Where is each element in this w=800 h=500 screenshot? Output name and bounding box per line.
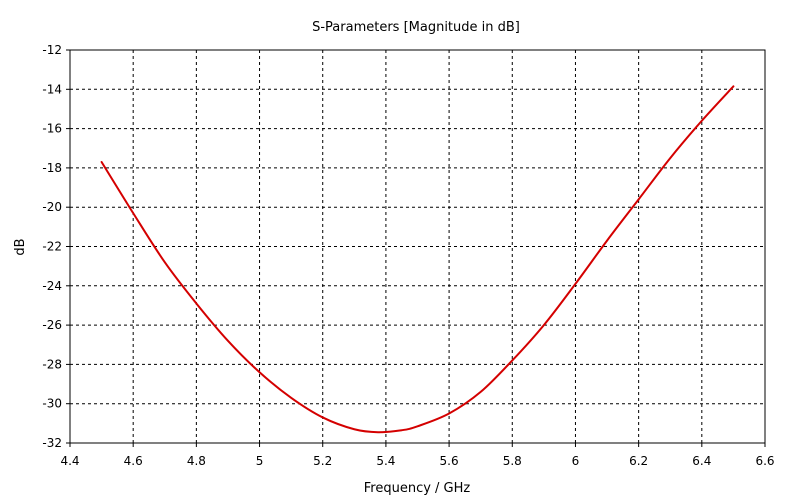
s11-series-line <box>100 85 735 434</box>
y-axis-label: dB <box>13 238 28 255</box>
y-tick-label: -32 <box>42 436 62 450</box>
x-tick-label: 6.6 <box>755 454 774 468</box>
y-tick-label: -14 <box>42 82 62 96</box>
y-tick-label: -22 <box>42 240 62 254</box>
x-tick-label: 5.2 <box>313 454 332 468</box>
axis-ticks: 4.4 4.6 4.8 5 5.2 5.4 5.6 5.8 6 6.2 6.4 6.6 -12 -14 -1… <box>42 43 774 468</box>
x-tick-label: 4.8 <box>187 454 206 468</box>
y-tick-label: -28 <box>42 357 62 371</box>
y-tick-label: -16 <box>42 122 62 136</box>
y-tick-label: -20 <box>42 200 62 214</box>
x-tick-label: 6.2 <box>629 454 648 468</box>
y-tick-label: -30 <box>42 397 62 411</box>
x-tick-label: 6.4 <box>692 454 711 468</box>
x-tick-label: 4.4 <box>60 454 79 468</box>
y-tick-label: -12 <box>42 43 62 57</box>
y-tick-label: -26 <box>42 318 62 332</box>
plot-frame <box>69 49 766 444</box>
x-tick-label: 5.6 <box>440 454 459 468</box>
y-tick-label: -18 <box>42 161 62 175</box>
x-tick-label: 4.6 <box>124 454 143 468</box>
y-tick-label: -24 <box>42 279 62 293</box>
grid <box>70 50 765 443</box>
x-tick-label: 5.4 <box>376 454 395 468</box>
x-tick-label: 5.8 <box>503 454 522 468</box>
x-tick-label: 6 <box>572 454 580 468</box>
x-tick-label: 5 <box>256 454 264 468</box>
x-axis-label: Frequency / GHz <box>364 481 471 496</box>
chart-title: S-Parameters [Magnitude in dB] <box>312 20 520 35</box>
series-layer <box>100 85 735 434</box>
